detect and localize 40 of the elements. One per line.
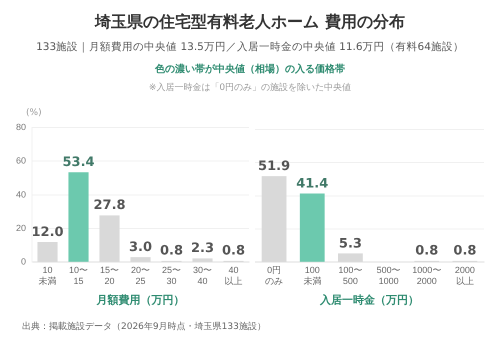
- x-tick-label: 30〜40: [192, 265, 212, 286]
- chart-title: 埼玉県の住宅型有料老人ホーム 費用の分布: [94, 12, 406, 33]
- chart-subtitle: 133施設｜月額費用の中央値 13.5万円／入居一時金の中央値 11.6万円（有料64施設）: [35, 40, 465, 54]
- data-label: 0.8: [415, 244, 438, 259]
- data-label: 27.8: [93, 198, 126, 214]
- source-note: 出典：掲載施設データ（2026年9月時点・埼玉県133施設）: [22, 320, 266, 333]
- bar: [300, 194, 325, 262]
- text: 色の濃い帯が中央値（相場）の入る価格帯: [154, 62, 346, 76]
- x-tick-label: 100〜500: [338, 265, 362, 286]
- x-tick-label: 100未満: [303, 265, 322, 286]
- bar: [68, 172, 89, 262]
- data-label: 3.0: [128, 240, 152, 256]
- data-label: 12.0: [31, 224, 64, 240]
- x-tick-label: 25〜30: [162, 265, 182, 286]
- data-label: 41.4: [296, 176, 328, 192]
- y-axis-title: (%): [26, 108, 42, 118]
- x-tick-label: 0円のみ: [265, 265, 284, 286]
- data-label: 53.4: [62, 155, 95, 170]
- y-tick-label: 40: [16, 189, 26, 200]
- x-axis-title: 月額費用（万円）: [96, 293, 185, 306]
- x-tick-label: 20〜25: [131, 265, 150, 286]
- data-label: 0.8: [222, 244, 246, 259]
- data-label: 2.3: [190, 241, 214, 256]
- y-tick-label: 60: [16, 156, 26, 166]
- data-label: 5.3: [338, 236, 362, 252]
- data-label: 0.8: [453, 244, 476, 259]
- x-tick-label: 40以上: [224, 265, 242, 286]
- x-tick-label: 15〜20: [100, 265, 120, 286]
- x-tick-label: 10未満: [38, 265, 57, 286]
- data-label: 0.8: [160, 244, 184, 259]
- x-tick-label: 2000以上: [454, 265, 475, 286]
- x-tick-label: 500〜1000: [376, 265, 401, 286]
- data-label: 51.9: [258, 158, 290, 174]
- text: ※入居一時金は「0円のみ」の施設を除いた中央値: [148, 82, 352, 94]
- x-tick-label: 10〜15: [69, 265, 88, 286]
- y-tick-label: 0: [20, 256, 26, 267]
- y-tick-label: 20: [16, 222, 26, 233]
- x-tick-label: 1000〜2000: [412, 265, 442, 286]
- y-tick-label: 80: [16, 122, 26, 132]
- x-axis-title: 入居一時金（万円）: [319, 293, 419, 306]
